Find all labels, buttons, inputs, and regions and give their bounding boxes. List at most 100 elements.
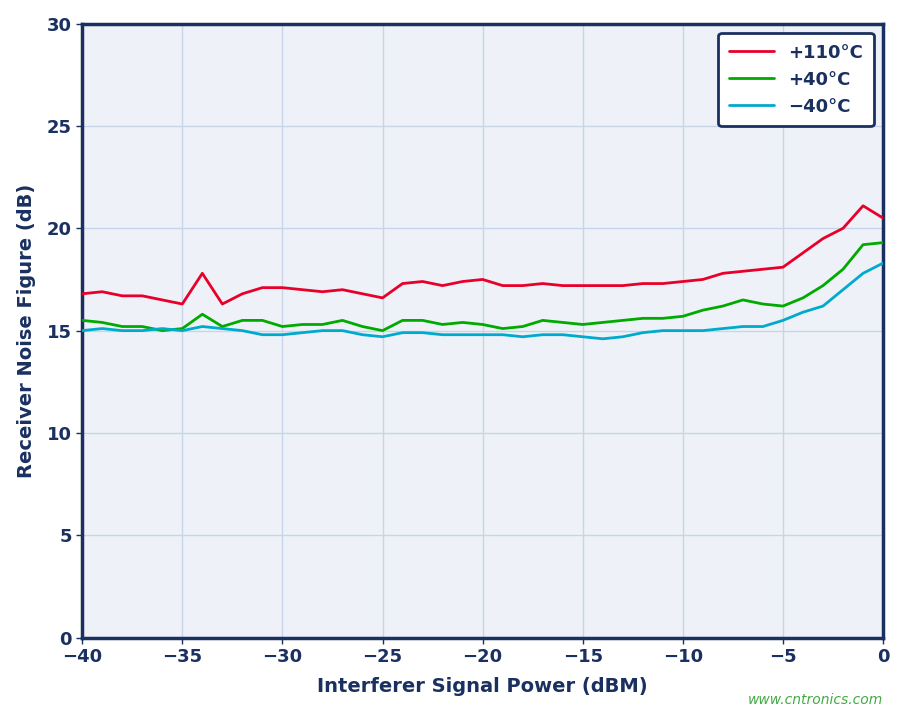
+40°C (117, 322, 128, 331)
−40°C (797, 308, 808, 317)
−40°C (377, 332, 388, 341)
−40°C (458, 330, 468, 339)
−40°C (597, 335, 608, 343)
+110°C (458, 277, 468, 286)
+110°C (858, 202, 869, 210)
−40°C (237, 326, 248, 335)
+40°C (257, 316, 268, 325)
+110°C (317, 287, 328, 296)
+110°C (737, 267, 748, 276)
+40°C (698, 306, 708, 314)
−40°C (577, 332, 588, 341)
−40°C (157, 325, 168, 333)
−40°C (117, 326, 128, 335)
+40°C (417, 316, 428, 325)
−40°C (858, 269, 869, 278)
+110°C (718, 269, 728, 278)
+40°C (237, 316, 248, 325)
+110°C (157, 296, 168, 304)
Y-axis label: Receiver Noise Figure (dB): Receiver Noise Figure (dB) (16, 184, 35, 477)
+110°C (577, 281, 588, 290)
+40°C (317, 320, 328, 329)
+40°C (678, 312, 689, 321)
+110°C (237, 289, 248, 298)
−40°C (477, 330, 488, 339)
+110°C (357, 289, 368, 298)
+40°C (157, 326, 168, 335)
−40°C (337, 326, 348, 335)
+40°C (97, 318, 108, 327)
+110°C (257, 284, 268, 292)
+110°C (878, 214, 889, 223)
+110°C (77, 289, 88, 298)
+40°C (878, 238, 889, 247)
−40°C (718, 325, 728, 333)
+110°C (477, 275, 488, 284)
+40°C (838, 265, 849, 274)
+40°C (497, 325, 508, 333)
+40°C (458, 318, 468, 327)
+40°C (377, 326, 388, 335)
−40°C (177, 326, 188, 335)
−40°C (678, 326, 689, 335)
+40°C (197, 310, 207, 319)
+110°C (97, 287, 108, 296)
+40°C (797, 294, 808, 302)
+40°C (658, 314, 669, 322)
+110°C (777, 263, 788, 271)
+40°C (577, 320, 588, 329)
+110°C (757, 265, 768, 274)
+110°C (557, 281, 568, 290)
+40°C (737, 296, 748, 304)
+110°C (838, 224, 849, 233)
+110°C (217, 299, 227, 308)
−40°C (638, 328, 649, 337)
−40°C (77, 326, 88, 335)
Text: www.cntronics.com: www.cntronics.com (747, 693, 883, 707)
−40°C (557, 330, 568, 339)
−40°C (137, 326, 148, 335)
+110°C (117, 292, 128, 300)
+110°C (658, 279, 669, 288)
Line: +40°C: +40°C (82, 243, 883, 330)
+110°C (197, 269, 207, 278)
−40°C (317, 326, 328, 335)
+40°C (177, 325, 188, 333)
+110°C (638, 279, 649, 288)
+110°C (497, 281, 508, 290)
−40°C (878, 258, 889, 267)
+110°C (137, 292, 148, 300)
−40°C (217, 325, 227, 333)
+110°C (597, 281, 608, 290)
+40°C (597, 318, 608, 327)
+110°C (537, 279, 548, 288)
+40°C (297, 320, 308, 329)
−40°C (737, 322, 748, 331)
+110°C (297, 285, 308, 294)
−40°C (197, 322, 207, 331)
+40°C (438, 320, 448, 329)
+110°C (817, 234, 828, 243)
−40°C (277, 330, 288, 339)
−40°C (517, 332, 528, 341)
+40°C (477, 320, 488, 329)
−40°C (658, 326, 669, 335)
−40°C (698, 326, 708, 335)
Line: −40°C: −40°C (82, 263, 883, 339)
+110°C (177, 299, 188, 308)
Line: +110°C: +110°C (82, 206, 883, 304)
+40°C (858, 241, 869, 249)
−40°C (257, 330, 268, 339)
+40°C (757, 299, 768, 308)
−40°C (297, 328, 308, 337)
+40°C (217, 322, 227, 331)
+110°C (678, 277, 689, 286)
+110°C (397, 279, 408, 288)
−40°C (438, 330, 448, 339)
−40°C (497, 330, 508, 339)
+40°C (638, 314, 649, 322)
+110°C (417, 277, 428, 286)
+110°C (698, 275, 708, 284)
−40°C (97, 325, 108, 333)
+40°C (137, 322, 148, 331)
